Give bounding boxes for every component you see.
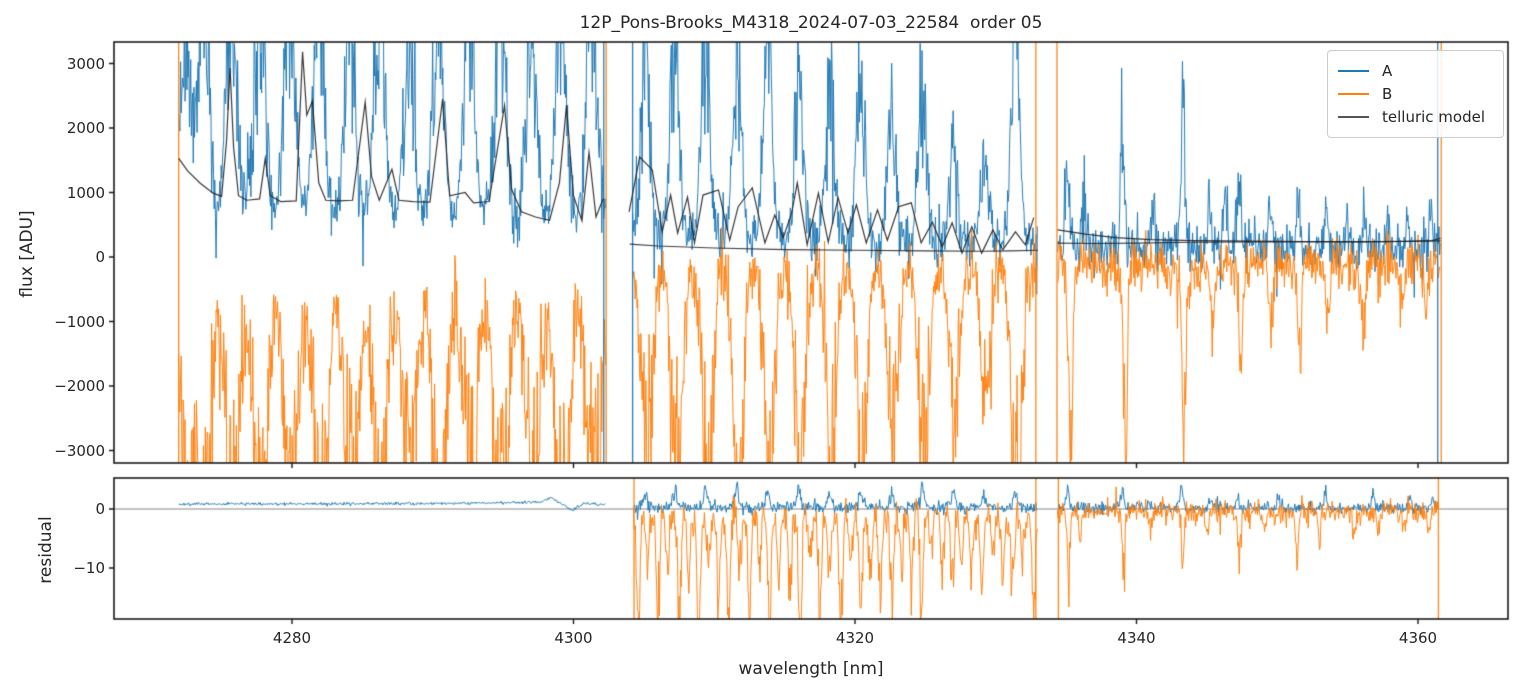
xtick-label: 4340 [1117,629,1156,647]
legend-entry-telluric: telluric model [1338,106,1493,129]
flux-ytick-label: 0 [95,248,105,266]
residual-ytick-label: 0 [95,500,105,518]
xtick-label: 4280 [272,629,312,647]
legend-line-telluric-sample [1338,116,1369,119]
plot-title: 12P_Pons-Brooks_M4318_2024-07-03_22584 o… [579,13,1043,33]
flux-ytick-label: −1000 [54,312,105,331]
legend-label-b: B [1382,84,1393,103]
residual-ytick-label: −10 [73,559,105,577]
legend-entry-b: B [1338,82,1493,105]
flux-ytick-label: 1000 [66,183,105,202]
legend: A B telluric model [1327,50,1504,138]
legend-label-a: A [1382,61,1393,80]
legend-label-telluric: telluric model [1382,108,1486,127]
legend-line-b-sample [1338,92,1369,95]
flux-ytick-label: 3000 [66,54,105,73]
flux-ytick-label: −3000 [54,441,105,460]
flux-axis-label: flux [ADU] [17,210,37,298]
xtick-label: 4300 [554,629,593,647]
legend-line-a-sample [1338,69,1369,72]
xtick-label: 4360 [1398,629,1438,647]
legend-entry-a: A [1338,59,1493,82]
x-axis-label: wavelength [nm] [738,659,884,679]
flux-ytick-label: 2000 [66,119,105,137]
flux-ytick-label: −2000 [54,377,105,395]
xtick-label: 4320 [835,629,875,647]
residual-axis-label: residual [36,516,56,584]
